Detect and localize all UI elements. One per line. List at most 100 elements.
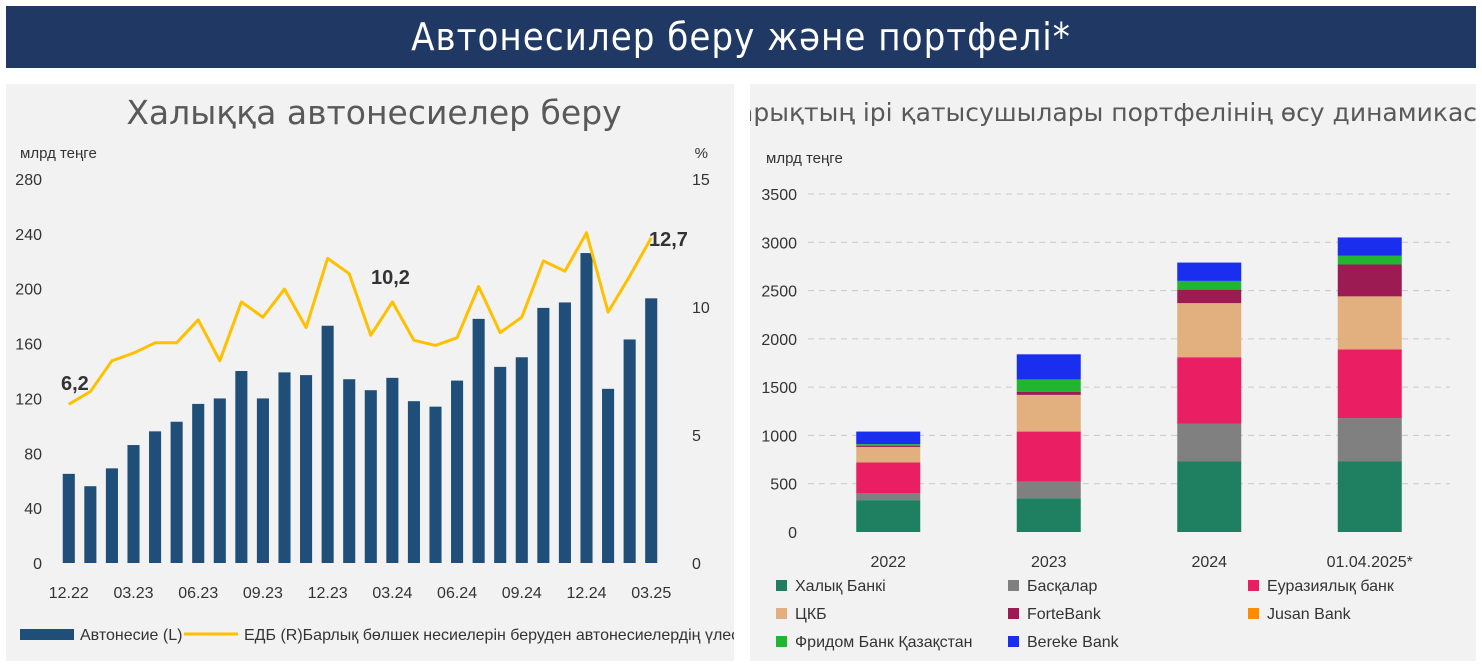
bar-segment	[856, 444, 921, 447]
bar	[256, 398, 269, 563]
y-tick-label: 3500	[761, 187, 797, 204]
legend-swatch	[1248, 580, 1259, 591]
bar-segment	[1177, 289, 1242, 304]
legend-label: Jusan Bank	[1267, 606, 1352, 623]
bar	[192, 403, 205, 563]
chart-title: Нарықтың ірі қатысушылары портфелінің өс…	[750, 98, 1476, 127]
x-tick-label: 03.24	[372, 585, 412, 602]
x-tick-label: 2023	[1031, 554, 1067, 571]
chart-title: Халыққа автонесиелер беру	[126, 93, 621, 132]
bar	[213, 398, 226, 563]
bar	[515, 357, 528, 563]
y-tick-label: 80	[24, 446, 42, 463]
bar-segment	[856, 493, 921, 501]
bar	[170, 421, 183, 563]
bar-segment	[856, 431, 921, 445]
auto-loans-chart-panel: Халыққа автонесиелер беру млрд теңге % 0…	[6, 84, 734, 661]
legend-label: Фридом Банк Қазақстан	[795, 634, 973, 651]
legend: Халық Банкі Басқалар Еуразиялық банк ЦКБ For…	[776, 578, 1395, 651]
bar	[429, 406, 442, 563]
right-y-axis: 0 5 10 15	[692, 172, 710, 573]
bar	[84, 486, 97, 563]
bar-segment	[856, 446, 921, 448]
legend-swatch-bars	[20, 629, 74, 640]
bar-segment	[1016, 379, 1081, 392]
y-tick-label: 40	[24, 501, 42, 518]
y-tick-label: 2500	[761, 284, 797, 301]
bar	[235, 371, 248, 563]
bar-segment	[856, 447, 921, 463]
bar	[645, 298, 658, 563]
y2-tick-label: 15	[692, 172, 710, 189]
x-axis: 12.22 03.23 06.23 09.23 12.23 03.24 06.24 09.24…	[49, 585, 672, 602]
data-label-end: 12,7	[649, 229, 688, 251]
bar-segment	[1337, 296, 1402, 350]
bar	[623, 339, 636, 563]
bar	[321, 325, 334, 563]
x-tick-label: 2022	[870, 554, 906, 571]
bar	[149, 431, 162, 563]
y-tick-label: 160	[15, 337, 42, 354]
bar-segment	[1177, 262, 1242, 281]
x-tick-label: 12.23	[308, 585, 348, 602]
left-axis-unit: млрд теңге	[20, 145, 97, 162]
bar-segment	[1337, 264, 1402, 297]
y-tick-label: 2000	[761, 332, 797, 349]
y-tick-label: 120	[15, 391, 42, 408]
legend-swatch	[776, 580, 787, 591]
bar	[105, 468, 118, 563]
bar-segment	[1177, 303, 1242, 358]
bar	[494, 366, 507, 563]
bar-segment	[1337, 255, 1402, 265]
y-tick-label: 280	[15, 172, 42, 189]
bar	[343, 379, 356, 563]
y-axis: 0 500 1000 1500 2000 2500 3000 3500	[761, 187, 797, 542]
bar	[300, 375, 313, 563]
bar	[472, 318, 485, 563]
share-line	[68, 231, 653, 406]
legend-swatch	[1008, 580, 1019, 591]
bar	[451, 380, 464, 563]
bar-segment	[1177, 423, 1242, 462]
legend-label: ForteBank	[1027, 606, 1102, 623]
auto-loans-chart: Халыққа автонесиелер беру млрд теңге % 0…	[15, 93, 734, 644]
legend-swatch	[776, 636, 787, 647]
bar-segment	[1016, 481, 1081, 499]
bar	[407, 401, 420, 563]
stacked-bars	[856, 237, 1402, 532]
x-tick-label: 01.04.2025*	[1327, 554, 1413, 571]
y2-tick-label: 0	[692, 556, 701, 573]
bar-segment	[856, 462, 921, 494]
legend: Автонесие (L) ЕДБ (R)Барлық бөлшек несие…	[20, 627, 734, 644]
y-tick-label: 0	[33, 556, 42, 573]
bar-segment	[1337, 349, 1402, 419]
y-tick-label: 1500	[761, 380, 797, 397]
data-label-mid: 10,2	[371, 267, 410, 289]
y-tick-label: 1000	[761, 428, 797, 445]
legend-swatch	[776, 608, 787, 619]
x-tick-label: 09.24	[502, 585, 542, 602]
left-y-axis: 0 40 80 120 160 200 240 280	[15, 172, 42, 573]
gridlines	[808, 193, 1450, 485]
x-tick-label: 06.24	[437, 585, 477, 602]
bar	[278, 372, 291, 563]
x-tick-label: 03.23	[113, 585, 153, 602]
legend-label-line: ЕДБ (R)Барлық бөлшек несиелерін беруден …	[244, 627, 734, 644]
x-tick-label: 12.24	[566, 585, 606, 602]
bar	[580, 253, 593, 564]
y2-tick-label: 10	[692, 300, 710, 317]
legend-label-bars: Автонесие (L)	[80, 627, 182, 644]
x-tick-label: 03.25	[631, 585, 671, 602]
y-axis-unit: млрд теңге	[766, 150, 843, 167]
bar-segment	[1337, 237, 1402, 256]
bar-series	[62, 253, 658, 564]
legend-label: Еуразиялық банк	[1267, 578, 1395, 595]
x-axis: 2022 2023 2024 01.04.2025*	[870, 554, 1412, 571]
x-tick-label: 2024	[1191, 554, 1227, 571]
bar-segment	[1016, 498, 1081, 532]
legend-label: ЦКБ	[795, 606, 827, 623]
data-label-start: 6,2	[61, 373, 89, 395]
y2-tick-label: 5	[692, 428, 701, 445]
bar-segment	[1337, 418, 1402, 462]
bar-segment	[1016, 354, 1081, 380]
